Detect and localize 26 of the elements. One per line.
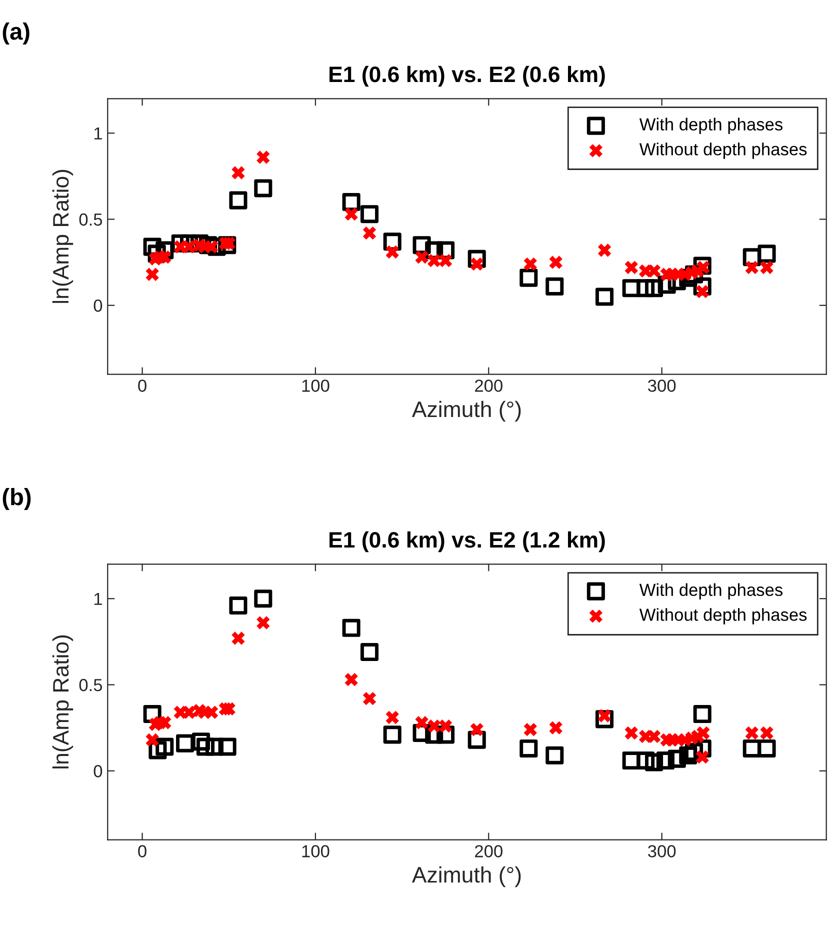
y-axis-title: ln(Amp Ratio): [52, 635, 74, 768]
x-tick-label: 300: [648, 845, 676, 858]
x-tick-label: 100: [302, 845, 330, 858]
x-tick-label: 100: [302, 380, 330, 392]
x-tick-label: 200: [475, 380, 502, 392]
legend-label: Without depth phases: [639, 142, 807, 159]
y-tick-label: 0.5: [79, 678, 102, 692]
y-tick-label: 0: [94, 765, 102, 778]
x-axis-title: Azimuth (°): [412, 866, 521, 888]
text: (a): [2, 22, 30, 45]
x-tick-label: 300: [648, 380, 676, 392]
y-tick-label: 1: [94, 592, 102, 605]
x-tick-label: 0: [138, 845, 146, 858]
legend-label: With depth phases: [639, 118, 782, 134]
x-tick-label: 0: [138, 380, 146, 392]
legend-label: Without depth phases: [639, 608, 807, 624]
chart-title: E1 (0.6 km) vs. E2 (1.2 km): [330, 531, 605, 552]
y-tick-label: 0: [94, 300, 102, 312]
text: (b): [2, 488, 31, 510]
y-tick-label: 0.5: [79, 213, 102, 226]
x-axis-title: Azimuth (°): [412, 400, 521, 422]
y-tick-label: 1: [94, 127, 102, 140]
x-tick-label: 200: [475, 845, 502, 858]
y-axis-title: ln(Amp Ratio): [52, 170, 74, 303]
legend-label: With depth phases: [639, 583, 782, 600]
chart-title: E1 (0.6 km) vs. E2 (0.6 km): [330, 66, 605, 87]
